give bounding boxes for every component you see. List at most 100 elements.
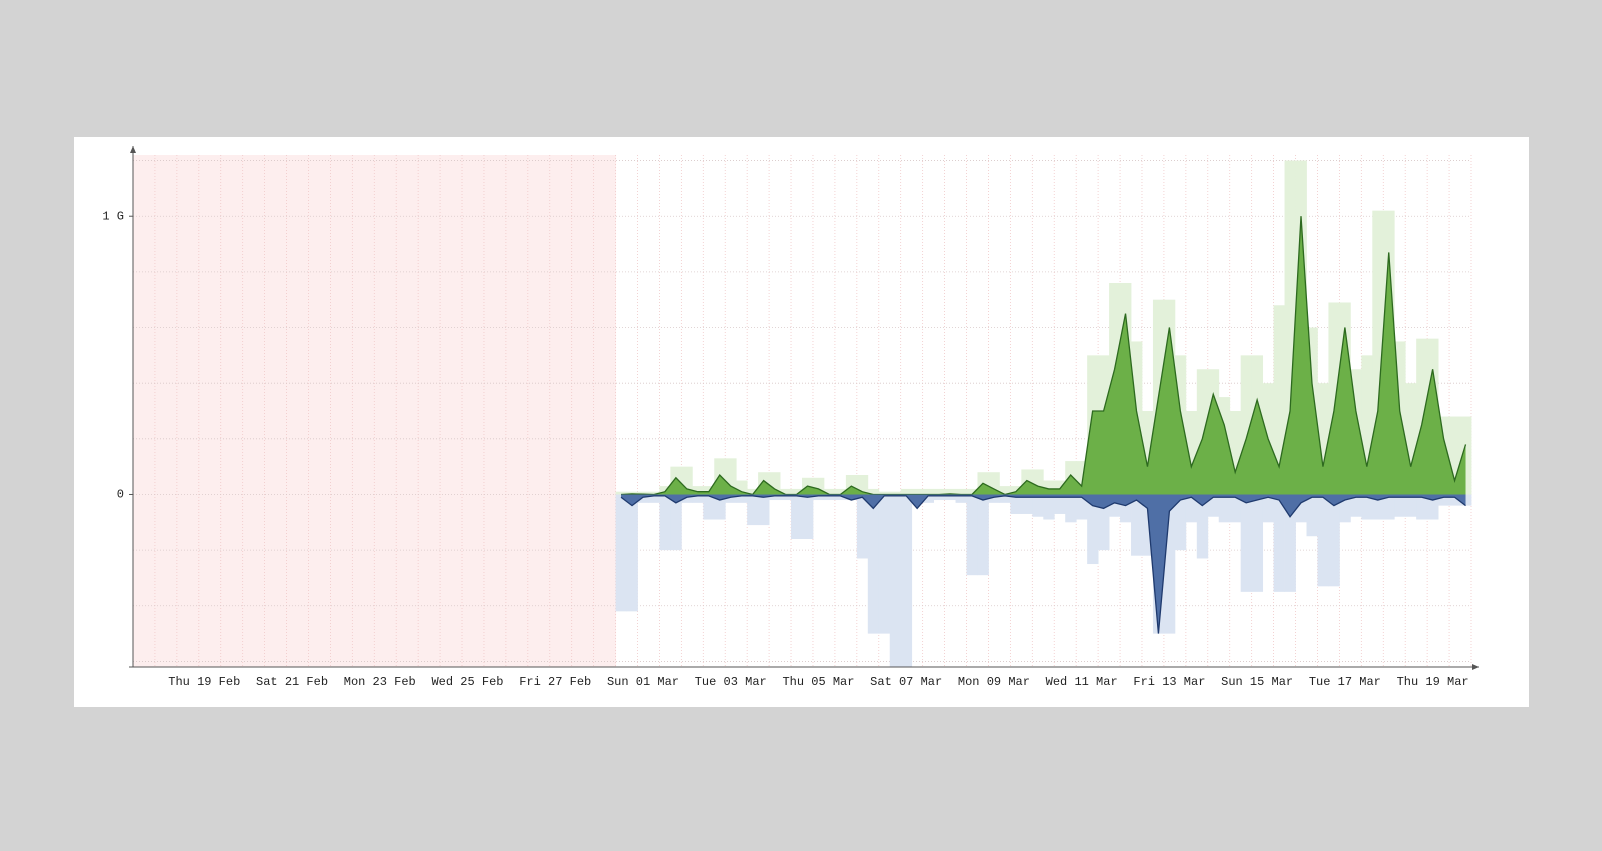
max-bar <box>1131 494 1143 556</box>
max-bar <box>1273 305 1285 495</box>
max-bar <box>823 488 836 495</box>
no-data-region <box>231 155 244 667</box>
x-tick-label: Wed 11 Mar <box>1046 675 1118 689</box>
no-data-region <box>374 155 386 667</box>
graph: 0 1 G Thu 19 Feb Sat 21 Feb Mon 23 Feb Wed 25… <box>102 146 1479 689</box>
max-bar <box>1196 369 1209 495</box>
max-bar <box>1339 494 1351 523</box>
max-bar <box>714 494 726 520</box>
no-data-region <box>352 155 364 667</box>
max-bar <box>1240 355 1253 495</box>
max-bar <box>1076 494 1088 520</box>
max-bar <box>1460 416 1472 495</box>
max-bar <box>1141 494 1154 556</box>
no-data-region <box>451 155 463 667</box>
no-data-region <box>527 155 540 667</box>
x-tick-label: Mon 23 Feb <box>344 675 416 689</box>
x-tick-label: Wed 25 Feb <box>431 675 503 689</box>
max-bar <box>1032 494 1044 517</box>
max-bar <box>802 494 814 539</box>
no-data-region <box>187 155 200 667</box>
max-bar <box>1438 494 1450 506</box>
series-line <box>621 216 1467 496</box>
max-bar <box>1251 494 1264 592</box>
max-bar <box>670 494 682 551</box>
max-bar <box>834 494 847 501</box>
max-bar <box>845 475 858 495</box>
max-bar <box>966 488 978 495</box>
max-bar <box>626 494 638 612</box>
max-bar <box>1032 469 1044 495</box>
no-data-region <box>385 155 397 667</box>
no-data-region <box>297 155 309 667</box>
max-bar <box>692 486 704 495</box>
max-bar <box>856 475 869 495</box>
max-bar <box>747 494 759 526</box>
y-tick-label: 0 <box>117 488 124 502</box>
max-bar <box>823 494 836 501</box>
no-data-region <box>286 155 299 667</box>
max-bar <box>1394 494 1406 517</box>
max-bar <box>1229 411 1242 495</box>
max-bar <box>703 494 715 520</box>
no-data-region <box>253 155 266 667</box>
max-bar <box>1427 494 1439 520</box>
max-bar <box>922 494 935 503</box>
no-data-region <box>407 155 419 667</box>
x-axis-arrow <box>1472 664 1479 670</box>
max-bar <box>758 494 770 526</box>
max-bar <box>1185 494 1198 523</box>
max-bar <box>889 491 902 495</box>
max-bar <box>1174 494 1187 551</box>
no-data-region <box>472 155 485 667</box>
max-bar <box>1196 494 1209 559</box>
max-bar <box>1405 383 1417 495</box>
no-data-region <box>440 155 452 667</box>
no-data-region <box>494 155 507 667</box>
max-bar <box>977 494 989 576</box>
no-data-region <box>209 155 222 667</box>
max-bar <box>769 494 781 501</box>
max-bar <box>1098 494 1110 551</box>
max-bar <box>626 491 638 495</box>
max-bar <box>878 494 891 634</box>
max-bar <box>615 494 627 612</box>
max-bar <box>812 477 825 495</box>
no-data-region <box>604 155 617 667</box>
max-bar <box>812 494 825 501</box>
max-bar <box>900 488 913 495</box>
no-data-region <box>264 155 277 667</box>
no-data-region <box>549 155 562 667</box>
series-area <box>621 216 1466 495</box>
max-bar <box>1372 210 1384 495</box>
max-bar <box>1229 494 1242 523</box>
max-bar <box>1065 494 1077 523</box>
max-bar <box>988 472 1000 495</box>
max-bar <box>944 494 956 501</box>
max-bar <box>1185 411 1198 495</box>
max-bar <box>933 488 945 495</box>
max-bar <box>933 494 945 501</box>
max-bar <box>966 494 978 576</box>
no-data-region <box>582 155 595 667</box>
max-bar <box>1416 338 1428 495</box>
max-bar <box>1361 494 1373 520</box>
max-bar <box>1284 160 1296 495</box>
max-bar <box>1317 383 1329 495</box>
max-bar <box>878 491 891 495</box>
x-tick-label: Fri 27 Feb <box>519 675 591 689</box>
max-bar <box>1284 494 1296 592</box>
max-bar <box>999 494 1011 503</box>
no-data-region <box>198 155 211 667</box>
max-bar <box>911 488 924 495</box>
no-data-region <box>176 155 189 667</box>
max-bar <box>637 494 649 503</box>
max-bar <box>1328 302 1340 495</box>
x-tick-label: Sat 21 Feb <box>256 675 328 689</box>
max-bar <box>834 488 847 495</box>
no-data-region <box>483 155 496 667</box>
max-bar <box>922 488 935 495</box>
max-bar <box>1328 494 1340 587</box>
no-data-region <box>154 155 167 667</box>
x-tick-label: Tue 03 Mar <box>695 675 767 689</box>
